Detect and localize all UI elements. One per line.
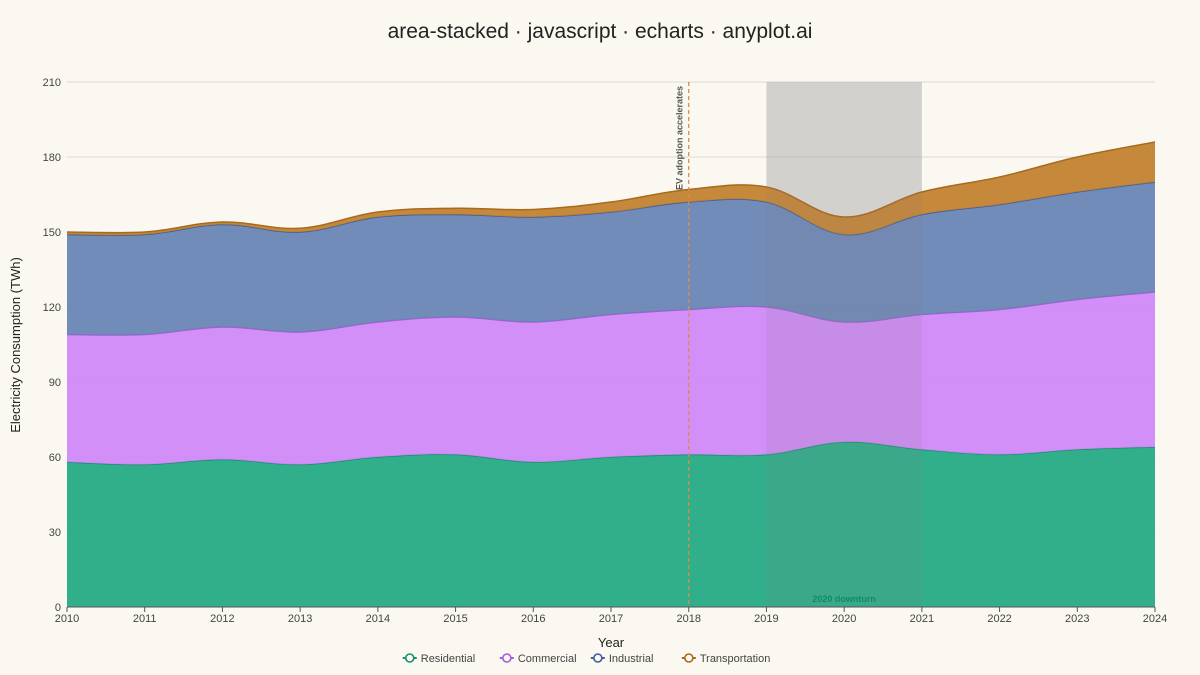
x-tick-label: 2024: [1143, 613, 1167, 625]
legend-item-residential[interactable]: Residential: [402, 653, 475, 665]
x-tick-label: 2013: [288, 613, 312, 625]
x-tick-label: 2019: [754, 613, 778, 625]
area-transportation: [67, 142, 1155, 236]
area-industrial: [67, 182, 1155, 336]
legend-marker-icon: [502, 653, 512, 663]
legend-label: Commercial: [518, 653, 577, 665]
legend-item-industrial[interactable]: Industrial: [590, 653, 654, 665]
chart-title: area-stacked · javascript · echarts · an…: [388, 20, 813, 43]
legend-item-commercial[interactable]: Commercial: [499, 653, 577, 665]
x-axis: 2010 2011 2012 2013 2014 2015 2016 2017 2018 2019…: [55, 606, 1167, 625]
x-tick-label: 2012: [210, 613, 234, 625]
area-series-layer: [66, 141, 1156, 607]
x-tick-label: 2017: [599, 613, 623, 625]
legend-marker-icon: [404, 653, 415, 663]
legend-label: Residential: [421, 653, 475, 665]
x-tick-label: 2010: [55, 613, 79, 625]
y-tick-label: 180: [43, 152, 61, 164]
x-tick-label: 2022: [987, 613, 1011, 625]
x-tick-label: 2023: [1065, 613, 1089, 625]
line-transportation: [66, 141, 1156, 234]
y-tick-label: 120: [43, 302, 61, 314]
downturn-band-overlay: [766, 82, 922, 607]
downturn-band-label: 2020 downturn: [812, 594, 876, 604]
y-tick-label: 210: [43, 77, 61, 89]
x-axis-title: Year: [598, 635, 625, 650]
area-residential: [67, 441, 1155, 607]
x-tick-label: 2018: [676, 613, 700, 625]
legend-label: Transportation: [700, 653, 771, 665]
legend-label: Industrial: [609, 653, 654, 665]
ev-adoption-label: EV adoption accelerates: [675, 86, 685, 190]
y-tick-label: 60: [49, 452, 61, 464]
y-axis: 0 30 60 90 120 150 180 210: [43, 77, 61, 614]
x-tick-label: 2011: [133, 613, 157, 625]
y-axis-title: Electricity Consumption (TWh): [8, 257, 23, 433]
legend-item-transportation[interactable]: Transportation: [681, 653, 771, 665]
x-tick-label: 2014: [366, 613, 390, 625]
x-tick-label: 2015: [443, 613, 467, 625]
area-commercial: [67, 292, 1155, 465]
annotation-layer: EV adoption accelerates 2020 downturn: [675, 82, 922, 607]
y-tick-label: 30: [49, 527, 61, 539]
legend[interactable]: Residential Commercial Industrial Transport…: [402, 653, 771, 665]
legend-marker-icon: [684, 653, 694, 663]
y-tick-label: 150: [43, 227, 61, 239]
y-tick-label: 90: [49, 377, 61, 389]
x-tick-label: 2020: [832, 613, 856, 625]
x-tick-label: 2016: [521, 613, 545, 625]
x-tick-label: 2021: [910, 613, 934, 625]
y-tick-label: 0: [55, 602, 61, 614]
legend-marker-icon: [593, 653, 603, 663]
